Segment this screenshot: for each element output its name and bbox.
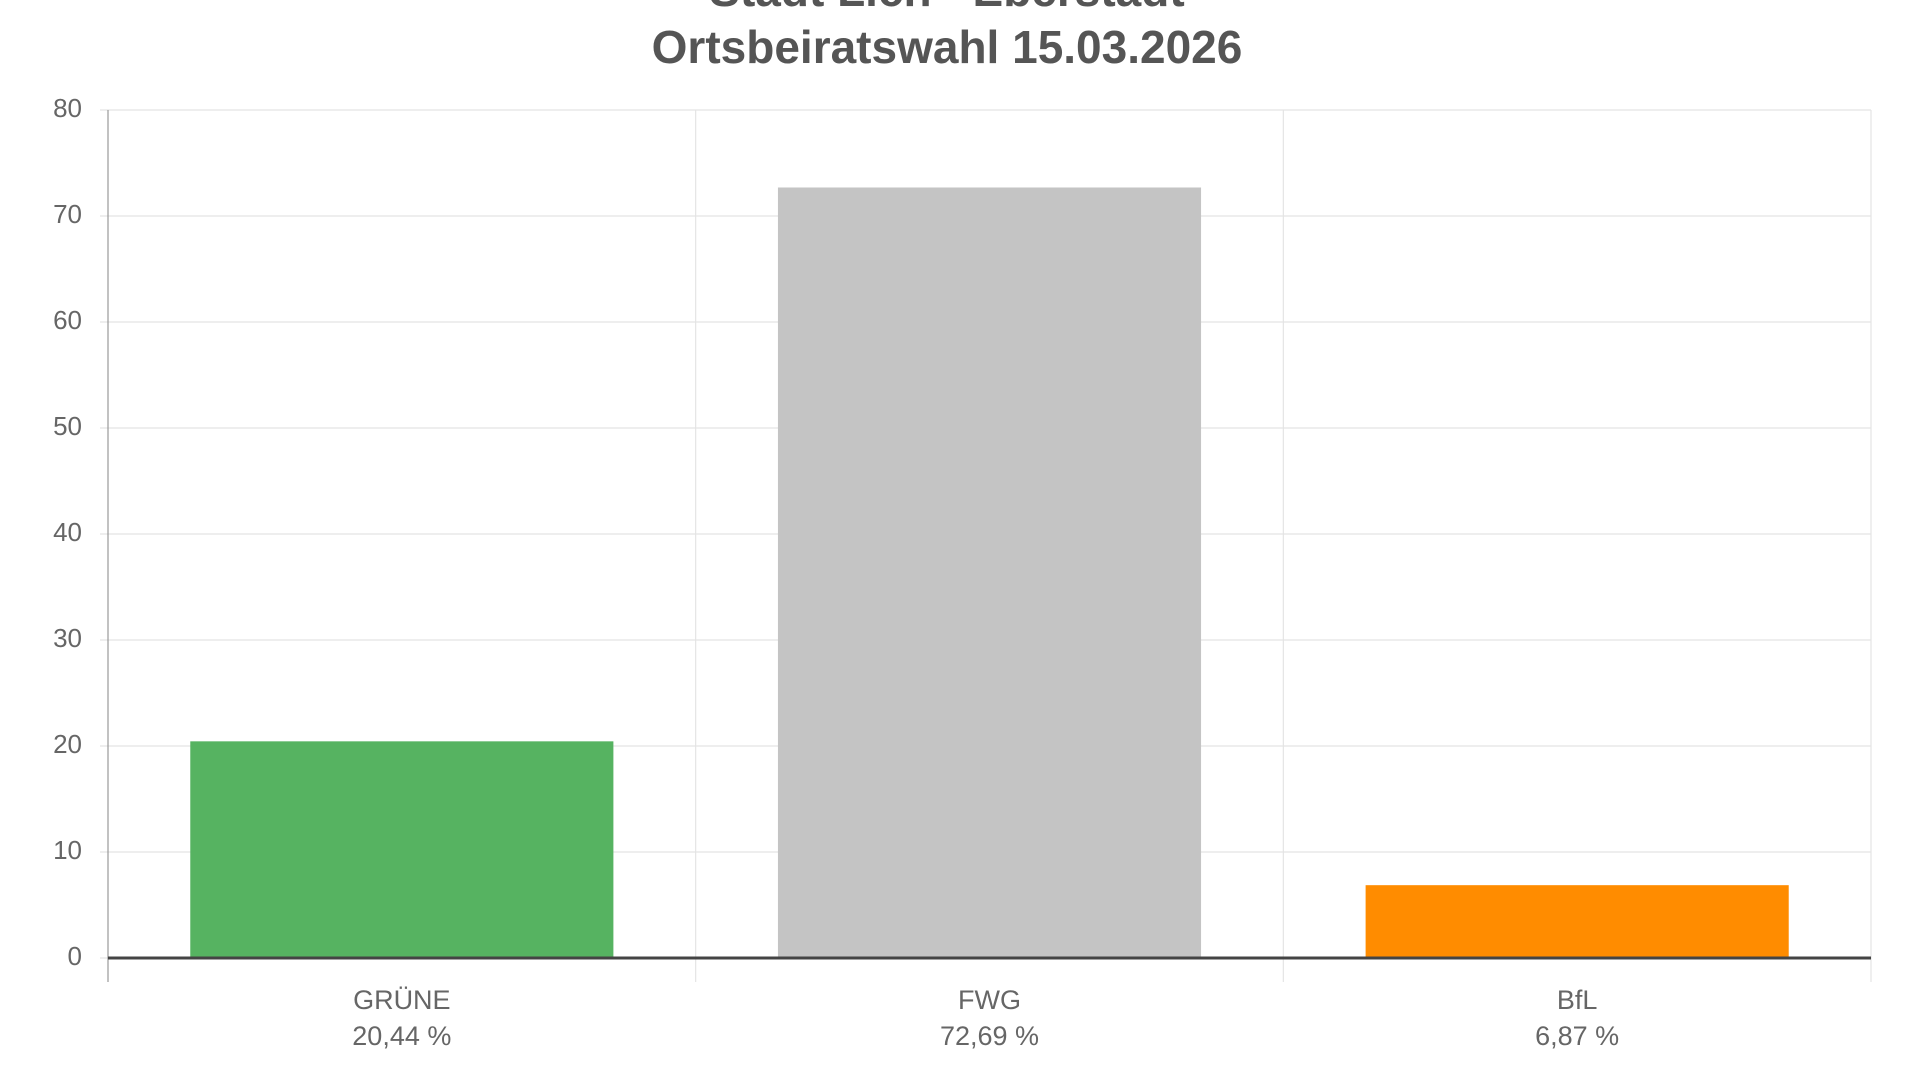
y-tick-label: 50 xyxy=(53,411,82,441)
x-tick-label: GRÜNE xyxy=(353,985,451,1015)
value-label: 6,87 % xyxy=(1535,1021,1619,1051)
value-label: 72,69 % xyxy=(940,1021,1039,1051)
x-tick-label: FWG xyxy=(958,985,1021,1015)
bar xyxy=(777,187,1202,959)
y-tick-label: 30 xyxy=(53,623,82,653)
chart-title: Stadt Lich - Eberstadt xyxy=(709,0,1184,16)
y-tick-label: 70 xyxy=(53,199,82,229)
value-label: 20,44 % xyxy=(352,1021,451,1051)
y-tick-label: 80 xyxy=(53,93,82,123)
bar xyxy=(190,741,614,958)
bar xyxy=(1365,885,1789,958)
y-tick-label: 10 xyxy=(53,835,82,865)
y-tick-label: 60 xyxy=(53,305,82,335)
chart-subtitle: Ortsbeiratswahl 15.03.2026 xyxy=(652,21,1243,73)
y-tick-label: 0 xyxy=(68,941,82,971)
y-tick-label: 20 xyxy=(53,729,82,759)
y-tick-label: 40 xyxy=(53,517,82,547)
x-tick-label: BfL xyxy=(1557,985,1598,1015)
